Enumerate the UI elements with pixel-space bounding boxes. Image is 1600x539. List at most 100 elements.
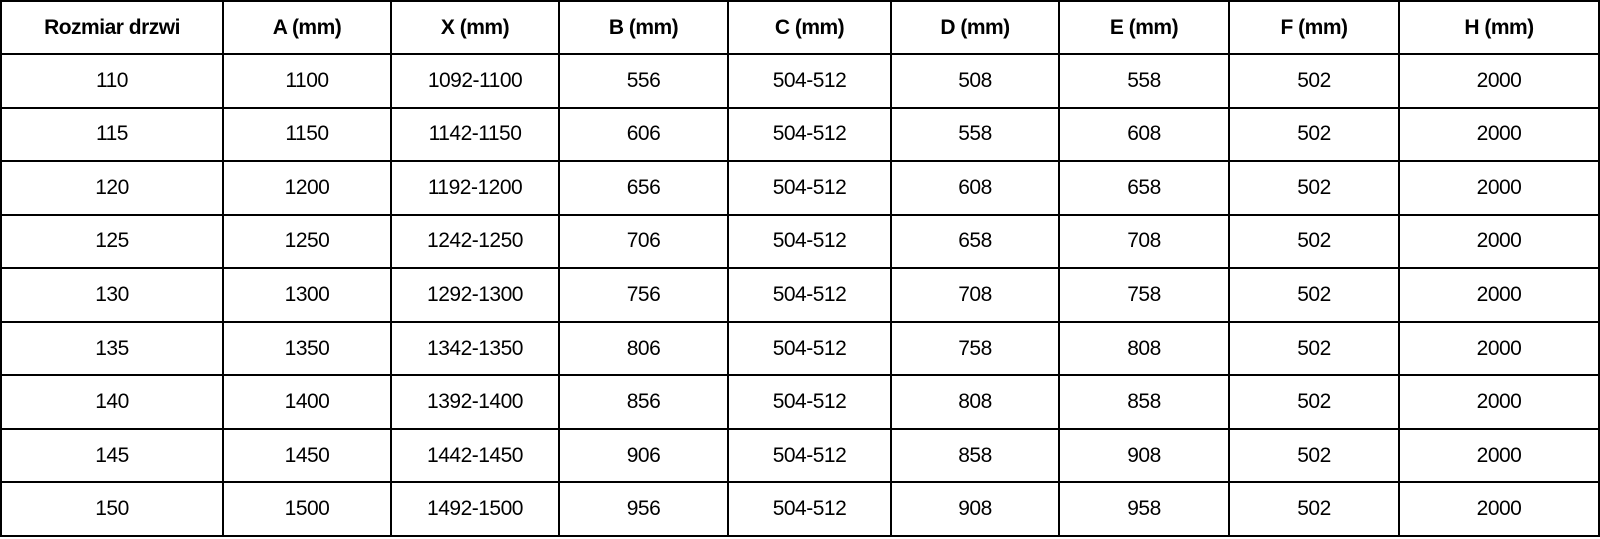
table-row: 150 1500 1492-1500 956 504-512 908 958 502 2000 bbox=[0, 481, 1600, 537]
cell: 658 bbox=[1058, 160, 1230, 216]
cell: 858 bbox=[1058, 374, 1230, 430]
cell: 858 bbox=[890, 427, 1060, 484]
cell: 508 bbox=[890, 53, 1060, 109]
cell: 1250 bbox=[222, 213, 392, 270]
cell: 2000 bbox=[1398, 320, 1600, 377]
cell: 1092-1100 bbox=[390, 53, 560, 109]
cell: 708 bbox=[890, 267, 1060, 323]
cell: 140 bbox=[0, 374, 224, 430]
cell: 758 bbox=[890, 320, 1060, 377]
column-header-4: C (mm) bbox=[727, 0, 892, 55]
cell: 656 bbox=[558, 160, 729, 216]
cell: 1242-1250 bbox=[390, 213, 560, 270]
cell: 1450 bbox=[222, 427, 392, 484]
cell: 558 bbox=[1058, 53, 1230, 109]
cell: 502 bbox=[1228, 53, 1400, 109]
cell: 808 bbox=[890, 374, 1060, 430]
cell: 558 bbox=[890, 106, 1060, 163]
cell: 504-512 bbox=[727, 481, 892, 537]
cell: 1292-1300 bbox=[390, 267, 560, 323]
cell: 2000 bbox=[1398, 160, 1600, 216]
cell: 1142-1150 bbox=[390, 106, 560, 163]
cell: 502 bbox=[1228, 320, 1400, 377]
cell: 808 bbox=[1058, 320, 1230, 377]
cell: 115 bbox=[0, 106, 224, 163]
cell: 504-512 bbox=[727, 213, 892, 270]
cell: 502 bbox=[1228, 427, 1400, 484]
cell: 504-512 bbox=[727, 106, 892, 163]
column-header-2: X (mm) bbox=[390, 0, 560, 55]
cell: 2000 bbox=[1398, 481, 1600, 537]
header-row: Rozmiar drzwi A (mm) X (mm) B (mm) C (mm) D (… bbox=[0, 0, 1600, 55]
table-row: 110 1100 1092-1100 556 504-512 508 558 502 2000 bbox=[0, 53, 1600, 109]
cell: 135 bbox=[0, 320, 224, 377]
cell: 2000 bbox=[1398, 267, 1600, 323]
cell: 1350 bbox=[222, 320, 392, 377]
cell: 502 bbox=[1228, 213, 1400, 270]
cell: 504-512 bbox=[727, 267, 892, 323]
cell: 2000 bbox=[1398, 374, 1600, 430]
cell: 120 bbox=[0, 160, 224, 216]
cell: 1200 bbox=[222, 160, 392, 216]
table-row: 125 1250 1242-1250 706 504-512 658 708 502 2000 bbox=[0, 213, 1600, 270]
cell: 504-512 bbox=[727, 160, 892, 216]
cell: 150 bbox=[0, 481, 224, 537]
column-header-1: A (mm) bbox=[222, 0, 392, 55]
cell: 706 bbox=[558, 213, 729, 270]
cell: 606 bbox=[558, 106, 729, 163]
cell: 130 bbox=[0, 267, 224, 323]
cell: 856 bbox=[558, 374, 729, 430]
cell: 504-512 bbox=[727, 320, 892, 377]
cell: 502 bbox=[1228, 106, 1400, 163]
table-header: Rozmiar drzwi A (mm) X (mm) B (mm) C (mm) D (… bbox=[0, 0, 1600, 55]
cell: 1150 bbox=[222, 106, 392, 163]
cell: 958 bbox=[1058, 481, 1230, 537]
cell: 956 bbox=[558, 481, 729, 537]
table-body: 110 1100 1092-1100 556 504-512 508 558 502 2000 1… bbox=[0, 53, 1600, 537]
cell: 608 bbox=[1058, 106, 1230, 163]
cell: 756 bbox=[558, 267, 729, 323]
cell: 504-512 bbox=[727, 427, 892, 484]
cell: 145 bbox=[0, 427, 224, 484]
column-header-0: Rozmiar drzwi bbox=[0, 0, 224, 55]
column-header-3: B (mm) bbox=[558, 0, 729, 55]
table-row: 120 1200 1192-1200 656 504-512 608 658 502 2000 bbox=[0, 160, 1600, 216]
column-header-5: D (mm) bbox=[890, 0, 1060, 55]
cell: 806 bbox=[558, 320, 729, 377]
cell: 1192-1200 bbox=[390, 160, 560, 216]
cell: 758 bbox=[1058, 267, 1230, 323]
cell: 502 bbox=[1228, 160, 1400, 216]
cell: 908 bbox=[890, 481, 1060, 537]
cell: 1442-1450 bbox=[390, 427, 560, 484]
table-row: 140 1400 1392-1400 856 504-512 808 858 502 2000 bbox=[0, 374, 1600, 430]
cell: 1392-1400 bbox=[390, 374, 560, 430]
cell: 2000 bbox=[1398, 213, 1600, 270]
cell: 1300 bbox=[222, 267, 392, 323]
cell: 906 bbox=[558, 427, 729, 484]
cell: 658 bbox=[890, 213, 1060, 270]
cell: 708 bbox=[1058, 213, 1230, 270]
column-header-7: F (mm) bbox=[1228, 0, 1400, 55]
table-row: 115 1150 1142-1150 606 504-512 558 608 502 2000 bbox=[0, 106, 1600, 163]
table-row: 130 1300 1292-1300 756 504-512 708 758 502 2000 bbox=[0, 267, 1600, 323]
cell: 1100 bbox=[222, 53, 392, 109]
table-row: 135 1350 1342-1350 806 504-512 758 808 502 2000 bbox=[0, 320, 1600, 377]
cell: 2000 bbox=[1398, 106, 1600, 163]
cell: 502 bbox=[1228, 481, 1400, 537]
cell: 502 bbox=[1228, 374, 1400, 430]
cell: 1342-1350 bbox=[390, 320, 560, 377]
cell: 908 bbox=[1058, 427, 1230, 484]
cell: 2000 bbox=[1398, 53, 1600, 109]
cell: 608 bbox=[890, 160, 1060, 216]
cell: 1492-1500 bbox=[390, 481, 560, 537]
cell: 556 bbox=[558, 53, 729, 109]
column-header-8: H (mm) bbox=[1398, 0, 1600, 55]
cell: 2000 bbox=[1398, 427, 1600, 484]
cell: 1500 bbox=[222, 481, 392, 537]
cell: 504-512 bbox=[727, 53, 892, 109]
cell: 1400 bbox=[222, 374, 392, 430]
cell: 125 bbox=[0, 213, 224, 270]
cell: 110 bbox=[0, 53, 224, 109]
table-row: 145 1450 1442-1450 906 504-512 858 908 502 2000 bbox=[0, 427, 1600, 484]
